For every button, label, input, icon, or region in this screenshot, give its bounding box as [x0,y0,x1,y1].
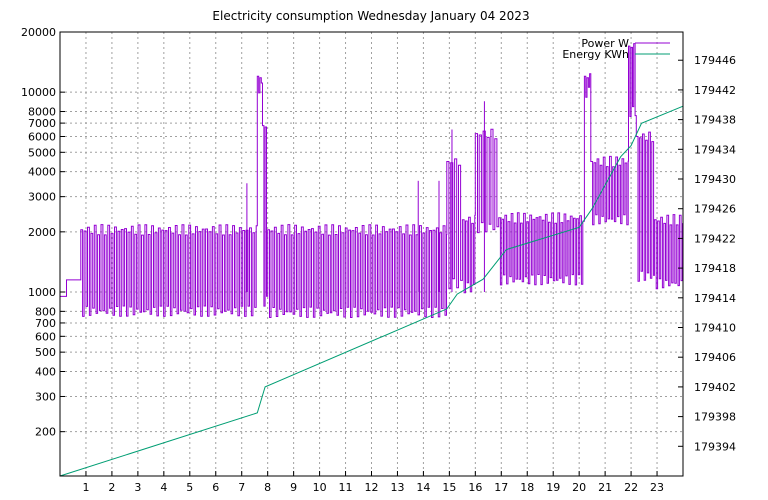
x-tick-label: 17 [494,481,508,494]
y-left-tick-label: 700 [35,317,56,330]
energy-line [59,105,684,477]
x-tick-label: 4 [160,481,167,494]
x-tick-label: 1 [82,481,89,494]
x-tick-label: 2 [108,481,115,494]
y-left-tick-label: 10000 [21,86,56,99]
y-left-tick-label: 600 [35,330,56,343]
y-left-tick-label: 500 [35,346,56,359]
y-right-tick-label: 179438 [694,114,736,127]
x-tick-label: 21 [598,481,612,494]
y-left-tick-label: 7000 [28,117,56,130]
x-tick-label: 15 [442,481,456,494]
y-right-tick-label: 179398 [694,411,736,424]
y-right-tick-label: 179406 [694,351,736,364]
grid-lines [60,32,683,476]
x-tick-label: 19 [546,481,560,494]
y-right-tick-label: 179418 [694,262,736,275]
y-right-tick-label: 179442 [694,84,736,97]
x-tick-label: 20 [572,481,586,494]
legend: Power W Energy KWh [562,37,670,61]
energy-series [59,105,684,477]
x-tick-label: 13 [390,481,404,494]
y-left-tick-label: 20000 [21,26,56,39]
x-tick-label: 8 [264,481,271,494]
y-right-tick-label: 179430 [694,173,736,186]
y-left-tick-label: 4000 [28,166,56,179]
y-left-tick-label: 3000 [28,191,56,204]
x-tick-label: 5 [186,481,193,494]
x-axis-ticks: 1 2 3 4 5 6 7 8 9 10 11 12 13 14 15 16 17 18 19 20 21 22 23 [82,471,664,494]
y-left-tick-label: 300 [35,390,56,403]
y-right-tick-label: 179434 [694,143,736,156]
x-tick-label: 6 [212,481,219,494]
legend-label-energy: Energy KWh [562,48,629,61]
y-left-tick-label: 2000 [28,226,56,239]
y-left-tick-label: 5000 [28,146,56,159]
y-right-tick-label: 179410 [694,322,736,335]
y-right-tick-label: 179422 [694,232,736,245]
y-left-tick-label: 400 [35,366,56,379]
chart-title: Electricity consumption Wednesday Januar… [212,9,529,23]
power-line [60,43,683,318]
x-tick-label: 18 [520,481,534,494]
y-right-tick-label: 179426 [694,203,736,216]
legend-label-power: Power W [581,37,629,50]
y-right-tick-label: 179414 [694,292,736,305]
y-right-tick-label: 179394 [694,440,736,453]
y-left-tick-label: 8000 [28,106,56,119]
y-left-tick-label: 6000 [28,130,56,143]
x-tick-label: 10 [313,481,327,494]
x-tick-label: 23 [650,481,664,494]
x-tick-label: 3 [134,481,141,494]
y-left-tick-label: 1000 [28,286,56,299]
x-tick-label: 22 [624,481,638,494]
power-series [60,43,683,318]
y-left-tick-label: 800 [35,305,56,318]
x-tick-label: 16 [468,481,482,494]
x-tick-label: 7 [238,481,245,494]
y-right-tick-label: 179402 [694,381,736,394]
x-tick-label: 12 [365,481,379,494]
x-tick-label: 9 [290,481,297,494]
y-right-tick-label: 179446 [694,54,736,67]
y-right-axis-ticks: 179394 179398 179402 179406 179410 179414 1794… [678,54,736,453]
y-left-tick-label: 200 [35,426,56,439]
x-tick-label: 14 [416,481,430,494]
x-tick-label: 11 [339,481,353,494]
